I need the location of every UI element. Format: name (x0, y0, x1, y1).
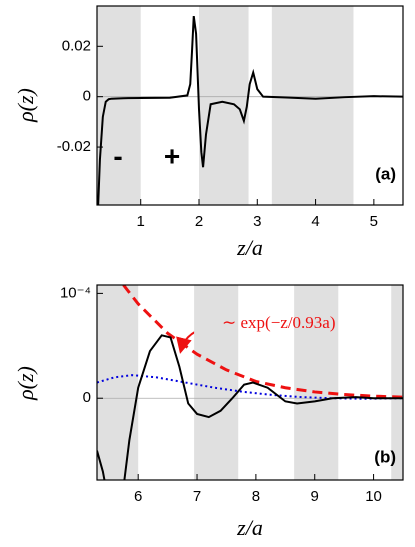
data-line (97, 15, 403, 205)
x-tick-label: 5 (370, 213, 378, 230)
plot-area (97, 6, 403, 205)
y-tick-label: 0 (83, 88, 91, 105)
shaded-band (271, 6, 354, 205)
y-tick-label: -0.02 (57, 138, 91, 155)
data-line (97, 334, 403, 480)
annotation: (b) (374, 447, 396, 466)
y-tick-label: 10⁻⁴ (60, 284, 91, 301)
y-tick-label: 0.02 (62, 37, 91, 54)
y-tick-label: 0 (83, 389, 91, 406)
x-tick-label: 1 (137, 213, 145, 230)
x-tick-label: 6 (134, 488, 142, 505)
x-tick-label: 10 (365, 488, 382, 505)
x-tick-label: 7 (193, 488, 201, 505)
shaded-band (97, 6, 141, 205)
shaded-band (391, 285, 403, 480)
shaded-band (294, 285, 339, 480)
annotation: ∼ exp(−z/0.93a) (222, 313, 336, 332)
annotation: (a) (375, 164, 396, 183)
x-axis-label: z/a (236, 235, 263, 260)
plot-frame (96, 5, 404, 206)
x-tick-label: 4 (311, 213, 319, 230)
plot-frame (96, 284, 404, 481)
annotation: + (164, 140, 180, 171)
x-tick-label: 8 (252, 488, 260, 505)
x-tick-label: 9 (311, 488, 319, 505)
annotation: - (113, 140, 122, 171)
y-axis-label: ρ(z) (13, 366, 38, 401)
data-line (122, 285, 403, 399)
x-tick-label: 3 (253, 213, 261, 230)
shaded-band (97, 285, 139, 480)
plot-area (97, 285, 403, 480)
x-tick-label: 2 (195, 213, 203, 230)
x-axis-label: z/a (236, 515, 263, 540)
y-axis-label: ρ(z) (13, 88, 38, 123)
shaded-band (194, 285, 239, 480)
shaded-band (199, 6, 249, 205)
